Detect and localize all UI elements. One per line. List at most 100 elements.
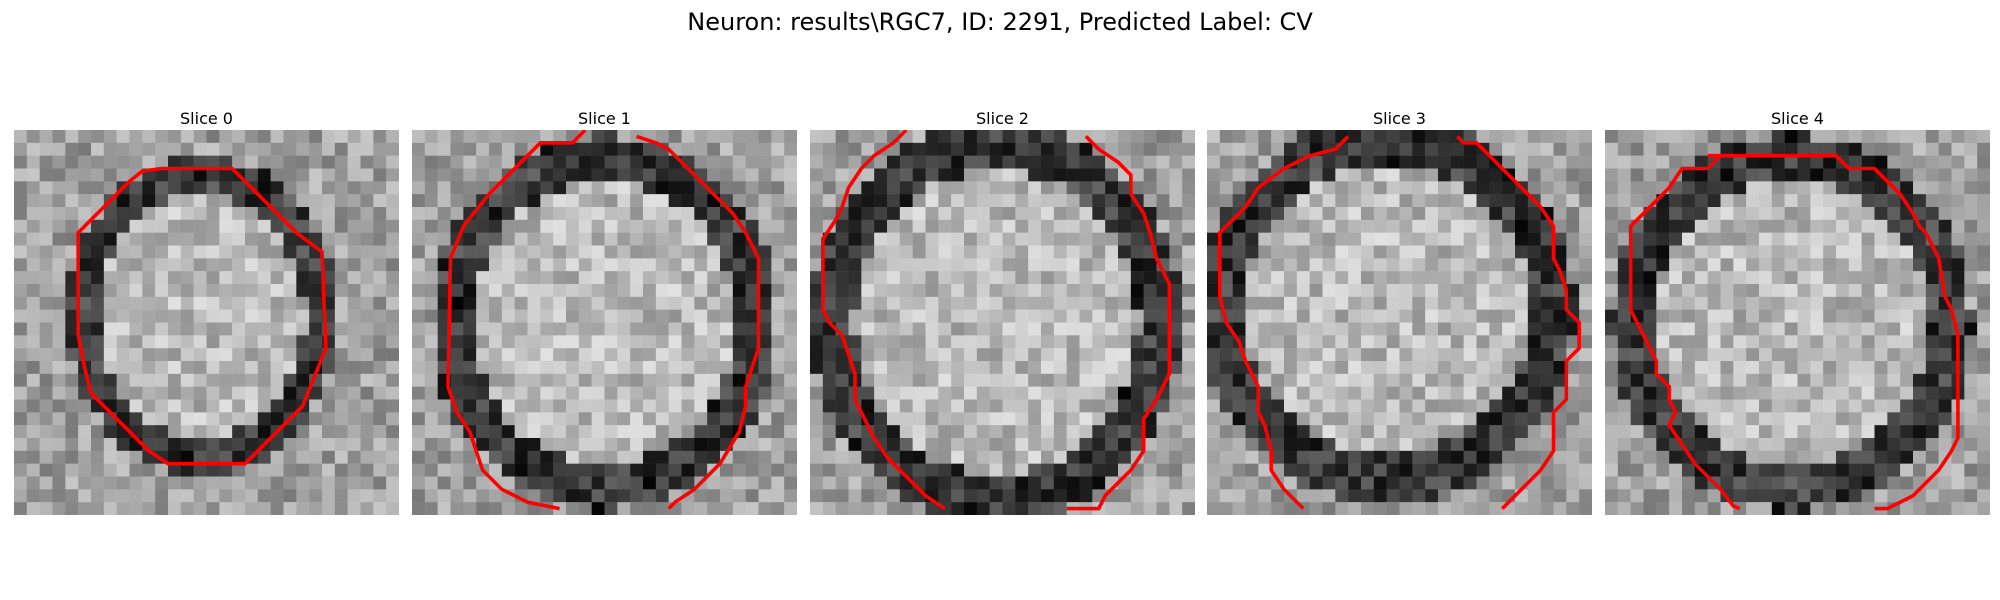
pixel xyxy=(1438,425,1452,439)
pixel xyxy=(1579,412,1592,426)
pixel xyxy=(925,425,939,439)
pixel xyxy=(1296,412,1310,426)
pixel xyxy=(283,476,297,490)
pixel xyxy=(668,361,682,375)
pixel xyxy=(450,361,464,375)
pixel xyxy=(604,232,618,246)
pixel xyxy=(309,142,323,156)
pixel xyxy=(938,142,952,156)
pixel xyxy=(1105,181,1119,195)
pixel xyxy=(322,142,336,156)
pixel xyxy=(1028,142,1042,156)
pixel xyxy=(1041,348,1055,362)
pixel xyxy=(1977,476,1990,490)
pixel xyxy=(1271,322,1285,336)
pixel xyxy=(1694,181,1708,195)
pixel xyxy=(566,219,580,233)
pixel xyxy=(1092,181,1106,195)
pixel xyxy=(1977,335,1990,349)
pixel xyxy=(1322,155,1336,169)
pixel xyxy=(1617,168,1631,182)
pixel xyxy=(1733,335,1747,349)
pixel xyxy=(591,425,605,439)
pixel xyxy=(193,463,207,477)
pixel xyxy=(463,335,477,349)
pixel xyxy=(1784,502,1798,515)
pixel xyxy=(1617,258,1631,272)
pixel xyxy=(232,284,246,298)
pixel xyxy=(1964,489,1978,503)
pixel xyxy=(1130,476,1144,490)
pixel xyxy=(1848,335,1862,349)
pixel xyxy=(540,361,554,375)
pixel xyxy=(155,502,169,515)
pixel xyxy=(784,168,797,182)
pixel xyxy=(887,412,901,426)
pixel xyxy=(386,412,399,426)
pixel xyxy=(180,399,194,413)
pixel xyxy=(1515,168,1529,182)
pixel xyxy=(668,207,682,221)
pixel xyxy=(1605,399,1619,413)
pixel xyxy=(360,296,374,310)
pixel xyxy=(887,348,901,362)
pixel xyxy=(566,438,580,452)
pixel xyxy=(720,361,734,375)
pixel xyxy=(1079,309,1093,323)
pixel xyxy=(1245,130,1259,144)
pixel xyxy=(989,450,1003,464)
pixel xyxy=(643,284,657,298)
pixel xyxy=(745,219,759,233)
pixel xyxy=(1861,296,1875,310)
pixel xyxy=(322,438,336,452)
pixel xyxy=(1682,348,1696,362)
pixel xyxy=(257,207,271,221)
pixel xyxy=(578,425,592,439)
pixel xyxy=(334,258,348,272)
pixel xyxy=(1105,335,1119,349)
pixel xyxy=(887,194,901,208)
pixel xyxy=(386,348,399,362)
pixel xyxy=(1105,361,1119,375)
microscopy-pixels-2 xyxy=(810,130,1195,515)
pixel xyxy=(1951,258,1965,272)
pixel xyxy=(1105,348,1119,362)
pixel xyxy=(450,207,464,221)
pixel xyxy=(1361,219,1375,233)
pixel xyxy=(1540,271,1554,285)
pixel xyxy=(1296,181,1310,195)
pixel xyxy=(1900,309,1914,323)
pixel xyxy=(771,130,785,144)
pixel xyxy=(65,296,79,310)
pixel xyxy=(771,207,785,221)
pixel xyxy=(1502,399,1516,413)
pixel xyxy=(1553,130,1567,144)
pixel xyxy=(1682,425,1696,439)
pixel xyxy=(1361,284,1375,298)
pixel xyxy=(951,438,965,452)
pixel xyxy=(206,450,220,464)
pixel xyxy=(630,245,644,259)
pixel xyxy=(1207,489,1221,503)
pixel xyxy=(1707,438,1721,452)
pixel xyxy=(463,130,477,144)
pixel xyxy=(1015,476,1029,490)
pixel xyxy=(527,438,541,452)
pixel xyxy=(1156,219,1170,233)
pixel xyxy=(347,489,361,503)
pixel xyxy=(1348,425,1362,439)
pixel xyxy=(1309,463,1323,477)
pixel xyxy=(1489,438,1503,452)
pixel xyxy=(1810,386,1824,400)
pixel xyxy=(874,284,888,298)
pixel xyxy=(745,271,759,285)
pixel xyxy=(1450,361,1464,375)
pixel xyxy=(1784,245,1798,259)
pixel xyxy=(489,463,503,477)
pixel xyxy=(1913,502,1927,515)
pixel xyxy=(848,348,862,362)
pixel xyxy=(489,502,503,515)
pixel xyxy=(1951,181,1965,195)
pixel xyxy=(1502,219,1516,233)
pixel xyxy=(1143,322,1157,336)
